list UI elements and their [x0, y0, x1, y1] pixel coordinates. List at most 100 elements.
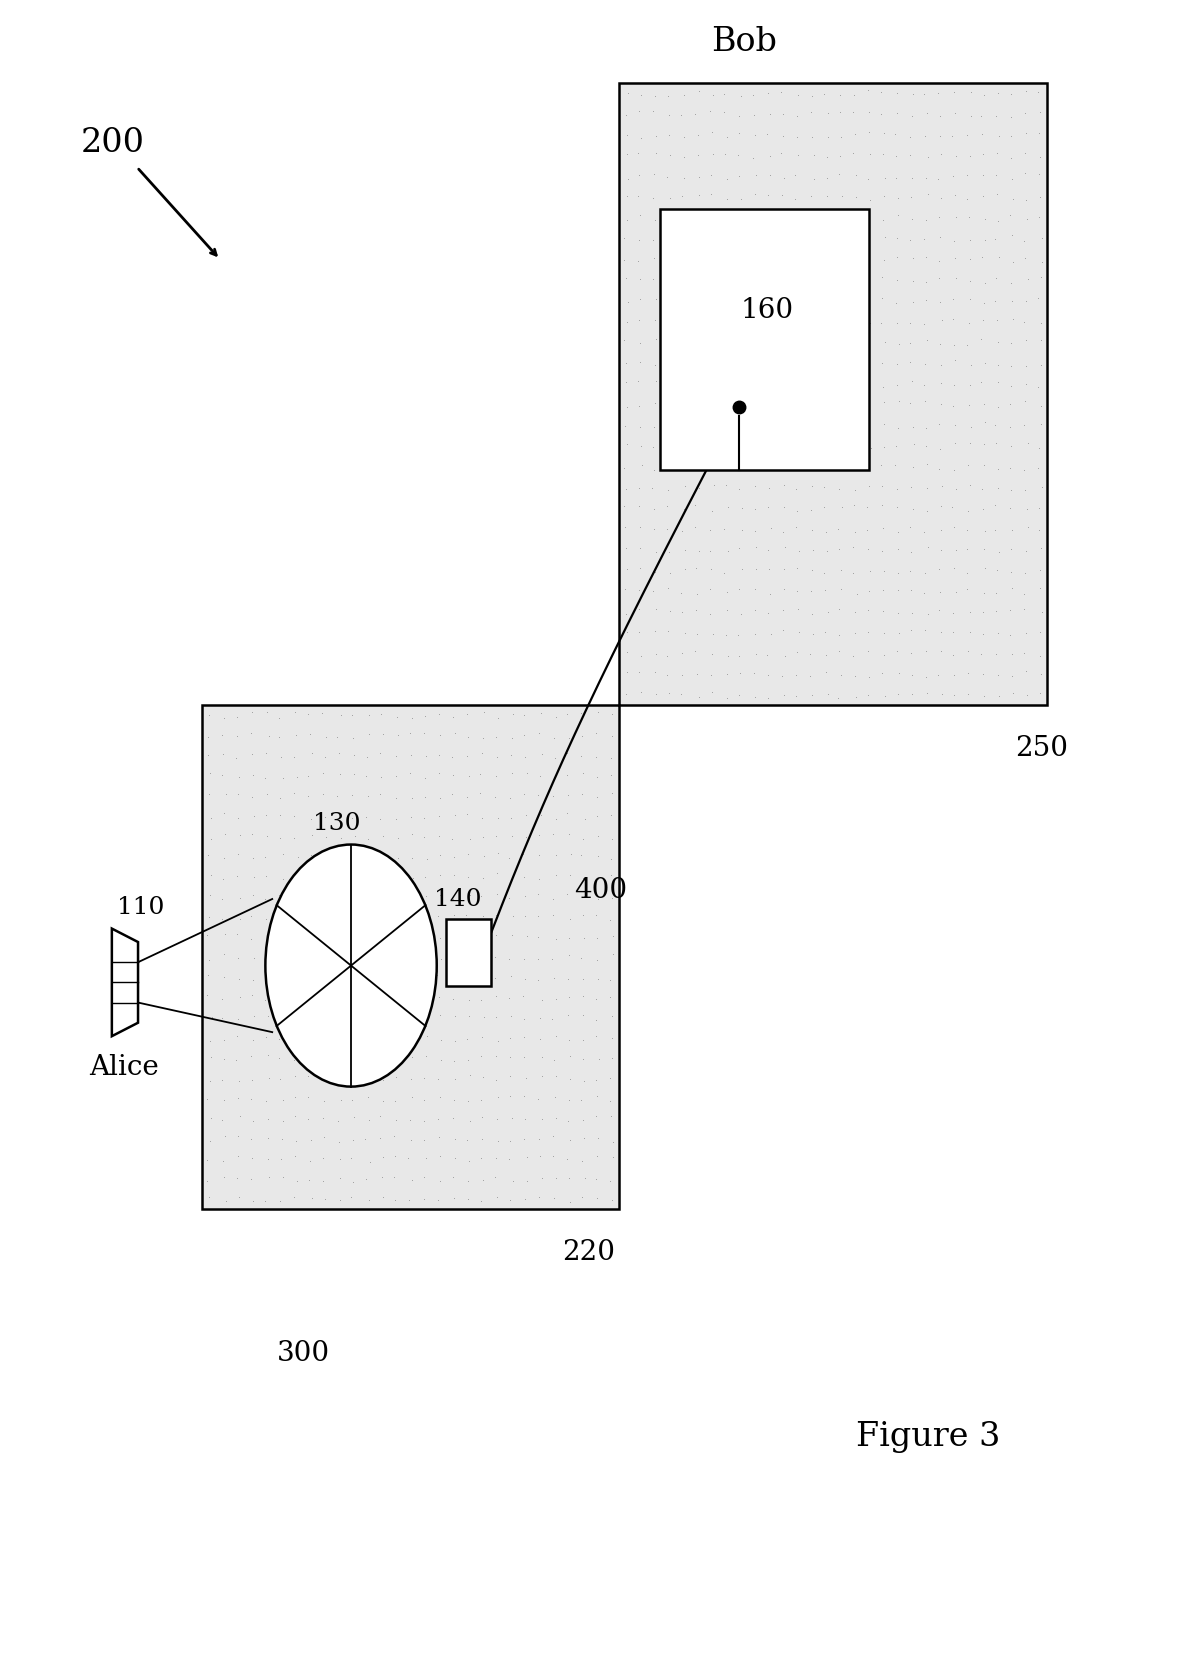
Point	[302, 822, 321, 848]
Point	[602, 780, 621, 806]
Point	[929, 457, 948, 484]
Point	[744, 370, 763, 396]
Point	[357, 1025, 376, 1052]
Point	[989, 81, 1008, 108]
Point	[628, 141, 647, 168]
Point	[244, 1028, 263, 1055]
Point	[931, 289, 950, 316]
Point	[858, 208, 877, 235]
Text: Bob: Bob	[710, 25, 777, 59]
Point	[488, 1127, 507, 1154]
Point	[242, 1085, 261, 1112]
Point	[514, 864, 533, 890]
Point	[458, 743, 477, 769]
Point	[915, 618, 934, 645]
Point	[374, 1089, 393, 1116]
Point	[198, 981, 217, 1008]
Point	[802, 517, 821, 544]
Point	[846, 454, 865, 480]
Point	[873, 141, 892, 168]
Point	[372, 1164, 392, 1191]
Point	[803, 538, 822, 564]
Point	[859, 620, 878, 647]
Point	[585, 1023, 605, 1050]
Point	[802, 247, 821, 274]
Point	[731, 660, 750, 687]
Text: 130: 130	[313, 811, 361, 835]
Point	[431, 862, 450, 889]
Point	[358, 1065, 377, 1092]
Point	[660, 143, 679, 170]
Point	[361, 1149, 380, 1176]
Point	[645, 82, 664, 109]
Point	[301, 1047, 320, 1074]
Point	[818, 165, 837, 192]
Point	[701, 163, 720, 190]
Point	[628, 368, 647, 395]
Point	[802, 497, 821, 524]
Point	[474, 1166, 493, 1193]
Point	[775, 534, 794, 561]
Point	[1016, 620, 1035, 647]
Point	[370, 867, 389, 894]
Point	[976, 410, 995, 437]
Point	[386, 1087, 405, 1114]
Point	[445, 1003, 464, 1030]
Point	[775, 390, 794, 417]
Point	[475, 1003, 494, 1030]
Point	[544, 1142, 563, 1169]
Point	[315, 1124, 334, 1151]
Point	[643, 475, 662, 502]
Point	[958, 123, 977, 150]
Point	[645, 659, 664, 685]
Point	[271, 744, 290, 771]
Point	[559, 724, 578, 751]
Point	[572, 1147, 591, 1174]
Point	[901, 185, 920, 212]
Point	[270, 1045, 289, 1072]
Point	[545, 1084, 564, 1110]
Point	[284, 1084, 303, 1110]
Point	[271, 825, 290, 852]
Point	[545, 764, 564, 791]
Point	[747, 642, 766, 669]
Bar	[446, 919, 491, 986]
Point	[616, 265, 635, 292]
Point	[430, 882, 449, 909]
Point	[873, 660, 892, 687]
Point	[284, 862, 303, 889]
Point	[904, 432, 923, 459]
Point	[688, 660, 707, 687]
Point	[286, 699, 305, 726]
Point	[832, 662, 851, 689]
Point	[901, 514, 920, 541]
Point	[287, 1006, 306, 1033]
Point	[258, 1126, 277, 1152]
Point	[701, 348, 720, 375]
Point	[458, 701, 477, 727]
Point	[657, 165, 676, 192]
Point	[274, 902, 293, 929]
Point	[518, 761, 537, 788]
Point	[458, 864, 477, 890]
Point	[587, 948, 606, 974]
Point	[845, 348, 864, 375]
Point	[973, 141, 992, 168]
Point	[917, 101, 937, 128]
Point	[745, 622, 764, 648]
Point	[916, 287, 935, 314]
Point	[243, 1107, 262, 1134]
Point	[916, 664, 935, 690]
Point	[531, 1142, 550, 1169]
Point	[614, 247, 633, 274]
Point	[461, 942, 480, 969]
Point	[1002, 536, 1021, 563]
Point	[1028, 375, 1047, 402]
Point	[200, 1127, 219, 1154]
Point	[359, 721, 378, 748]
Point	[572, 1183, 591, 1210]
Point	[962, 79, 981, 106]
Point	[687, 368, 706, 395]
Point	[958, 452, 977, 479]
Point	[431, 785, 450, 811]
